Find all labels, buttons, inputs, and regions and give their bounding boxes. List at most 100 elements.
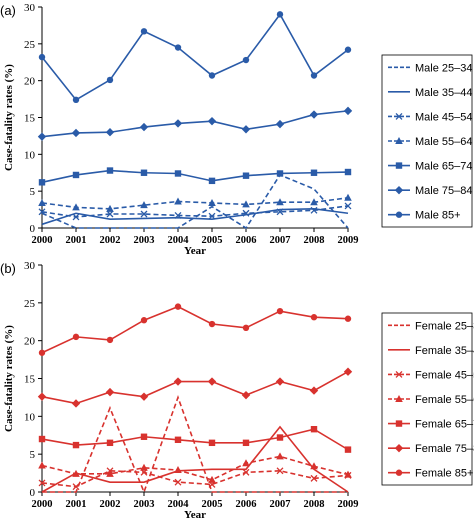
point-marker xyxy=(276,208,284,216)
point-marker xyxy=(72,333,80,341)
point-marker xyxy=(72,213,80,221)
y-tick-label: 30 xyxy=(24,2,36,14)
point-marker xyxy=(242,324,250,332)
chart-panel-b: 0 5 10 15 20 25 30 2000 2001 2002 2003 2004 2005 2006… xyxy=(0,260,474,519)
point-marker xyxy=(343,367,353,376)
y-tick-label: 15 xyxy=(24,374,36,386)
point-marker xyxy=(242,172,250,179)
point-marker xyxy=(344,202,352,210)
point-marker xyxy=(37,392,47,401)
x-tick-label: 2007 xyxy=(270,499,291,510)
series-male-55-64 xyxy=(38,193,352,212)
point-marker xyxy=(310,206,318,214)
series-line xyxy=(41,455,349,481)
series-male-65-74 xyxy=(38,167,352,186)
point-marker xyxy=(395,469,403,476)
point-marker xyxy=(72,96,80,104)
point-marker xyxy=(140,28,148,35)
point-marker xyxy=(140,201,148,209)
legend-label: Male 35–44 xyxy=(415,87,473,99)
point-marker xyxy=(242,459,250,467)
point-marker xyxy=(208,475,216,483)
point-marker xyxy=(310,169,318,176)
y-tick-label: 10 xyxy=(24,149,36,161)
point-marker xyxy=(174,197,182,205)
legend-item: Female 25–34 xyxy=(388,320,474,332)
point-marker xyxy=(140,463,148,471)
x-tick-label: 2006 xyxy=(236,499,257,510)
point-marker xyxy=(276,170,284,177)
series-male-45-54 xyxy=(38,202,352,221)
series-line xyxy=(41,470,349,488)
series-male-25-34 xyxy=(41,173,349,230)
x-tick-label: 2008 xyxy=(304,235,325,246)
x-tick-label: 2007 xyxy=(270,235,291,246)
point-marker xyxy=(72,171,80,179)
point-marker xyxy=(139,122,149,132)
legend-item: Female 45–54 xyxy=(388,369,474,381)
point-marker xyxy=(344,446,352,453)
point-marker xyxy=(242,200,250,208)
point-marker xyxy=(174,44,182,51)
point-marker xyxy=(310,425,318,433)
point-marker xyxy=(207,377,217,386)
legend: Female 25–34 Female 35–44 Female 45–54 Fema… xyxy=(381,312,474,486)
legend-label: Female 85+ xyxy=(415,468,473,480)
point-marker xyxy=(395,420,403,427)
point-marker xyxy=(276,198,284,206)
y-tick-label: 0 xyxy=(30,223,36,235)
legend-item: Female 55–64 xyxy=(388,394,474,406)
series-male-85- xyxy=(38,11,352,104)
point-marker xyxy=(395,112,403,120)
point-marker xyxy=(208,212,216,220)
x-tick-label: 2001 xyxy=(66,499,87,510)
point-marker xyxy=(310,72,318,79)
point-marker xyxy=(174,466,182,474)
series-line xyxy=(41,110,349,138)
y-axis-label: Case-fatality rates (%) xyxy=(3,64,15,171)
x-axis-label: Year xyxy=(184,509,206,519)
y-tick-label: 0 xyxy=(30,487,36,499)
series-line xyxy=(41,425,349,493)
legend-label: Male 75–84 xyxy=(415,185,473,197)
legend-label: Female 75–84 xyxy=(415,443,474,455)
point-marker xyxy=(38,179,46,186)
legend-label: Male 65–74 xyxy=(415,161,473,173)
legend-item: Male 45–54 xyxy=(388,111,473,123)
legend-label: Female 25–34 xyxy=(415,320,474,332)
point-marker xyxy=(310,474,318,482)
point-marker xyxy=(208,320,216,328)
point-marker xyxy=(72,203,80,211)
point-marker xyxy=(140,210,148,218)
point-marker xyxy=(174,478,182,486)
point-marker xyxy=(208,439,216,447)
x-tick-label: 2008 xyxy=(304,499,325,510)
point-marker xyxy=(395,395,403,402)
series-line xyxy=(41,12,349,101)
point-marker xyxy=(344,46,352,53)
y-tick-label: 25 xyxy=(24,39,36,51)
series-line xyxy=(41,197,349,210)
legend-label: Male 85+ xyxy=(415,210,461,222)
point-marker xyxy=(276,452,284,460)
series-female-85- xyxy=(38,303,352,356)
panel-label: (a) xyxy=(0,3,16,18)
point-marker xyxy=(106,210,114,218)
legend-label: Female 45–54 xyxy=(415,369,474,381)
point-marker xyxy=(173,377,183,386)
x-tick-label: 2002 xyxy=(100,235,121,246)
point-marker xyxy=(72,441,80,449)
point-marker xyxy=(343,106,353,116)
point-marker xyxy=(72,469,80,477)
x-tick-label: 2001 xyxy=(66,235,87,246)
point-marker xyxy=(106,167,114,174)
point-marker xyxy=(105,387,115,397)
point-marker xyxy=(106,76,114,84)
legend-label: Male 25–34 xyxy=(415,62,473,74)
series-line xyxy=(41,173,349,230)
legend-item: Female 75–84 xyxy=(388,443,474,455)
point-marker xyxy=(38,461,46,469)
x-tick-label: 2005 xyxy=(202,499,223,510)
point-marker xyxy=(395,370,403,378)
series-line xyxy=(41,370,349,405)
